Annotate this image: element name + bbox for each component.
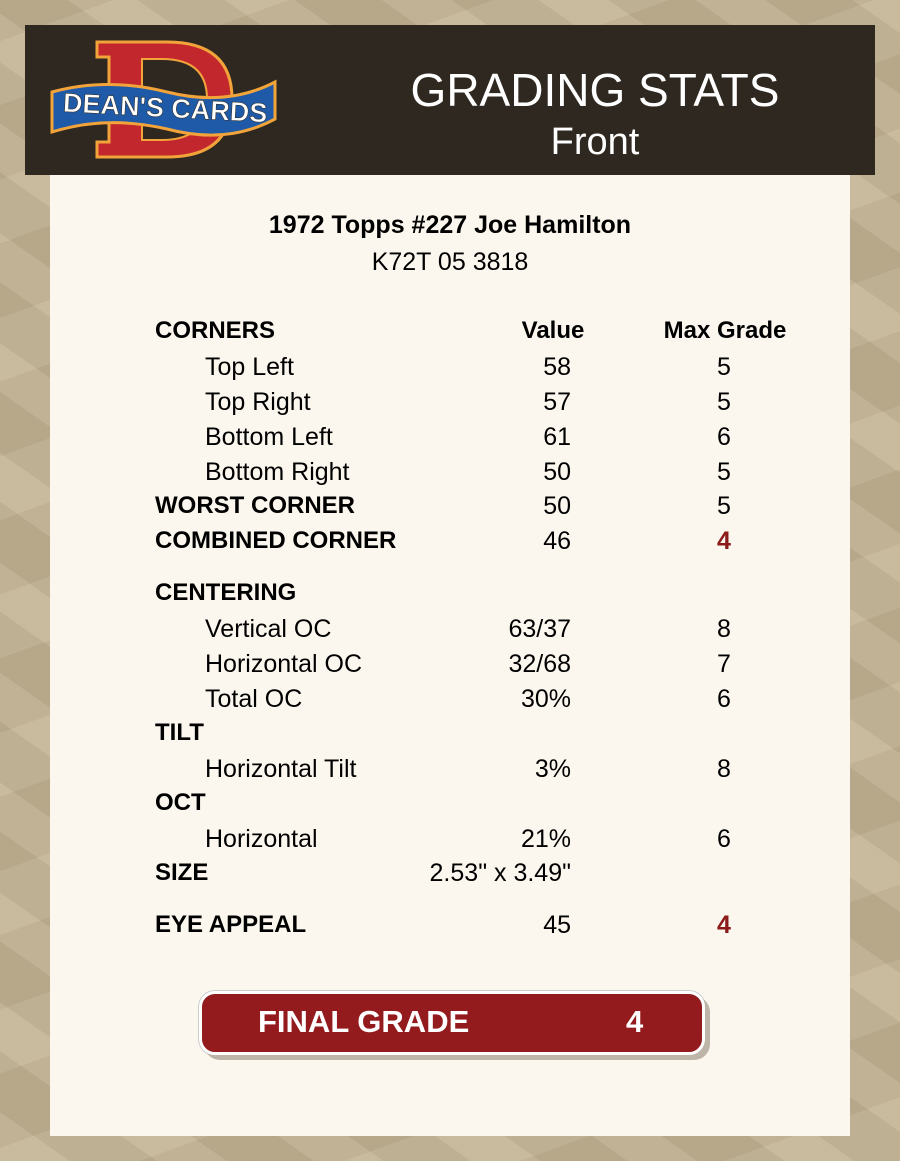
row-value: 46: [543, 527, 571, 555]
row-label: WORST CORNER: [155, 492, 355, 519]
final-grade-banner: FINAL GRADE 4: [199, 991, 705, 1055]
table-row: COMBINED CORNER 46 4: [0, 527, 900, 557]
row-value: 57: [543, 388, 571, 416]
row-max-grade: 7: [717, 650, 731, 678]
row-value: 50: [543, 492, 571, 520]
table-row: Vertical OC 63/37 8: [0, 615, 900, 645]
table-row: SIZE 2.53" x 3.49": [0, 859, 900, 889]
stats-panel: [50, 170, 850, 1136]
row-max-grade: 6: [717, 825, 731, 853]
row-value: 45: [543, 911, 571, 939]
row-max-grade: 4: [717, 527, 731, 555]
row-max-grade: 5: [717, 388, 731, 416]
row-max-grade: 8: [717, 615, 731, 643]
table-row: Horizontal OC 32/68 7: [0, 650, 900, 680]
row-value: 63/37: [508, 615, 571, 643]
final-grade-label: FINAL GRADE: [258, 1004, 470, 1039]
table-row: Bottom Left 61 6: [0, 423, 900, 453]
section-label: CENTERING: [155, 579, 297, 606]
row-label: Top Left: [205, 353, 294, 381]
table-row: Horizontal 21% 6: [0, 825, 900, 855]
page-title: GRADING STATS: [410, 64, 780, 116]
value-column-header: Value: [521, 317, 585, 344]
table-row: Top Left 58 5: [0, 353, 900, 383]
row-max-grade: 8: [717, 755, 731, 783]
row-max-grade: 6: [717, 685, 731, 713]
row-max-grade: 5: [717, 353, 731, 381]
row-label: Bottom Right: [205, 458, 350, 486]
row-label: Horizontal OC: [205, 650, 362, 678]
row-value: 58: [543, 353, 571, 381]
table-row: WORST CORNER 50 5: [0, 492, 900, 522]
row-value: 3%: [534, 755, 571, 783]
row-max-grade: 5: [717, 458, 731, 486]
table-row: Top Right 57 5: [0, 388, 900, 418]
row-label: Total OC: [205, 685, 303, 713]
row-max-grade: 6: [717, 423, 731, 451]
section-header: OCT: [0, 789, 900, 819]
card-name: 1972 Topps #227 Joe Hamilton: [268, 211, 632, 239]
section-header: TILT: [0, 719, 900, 749]
row-label: Vertical OC: [205, 615, 332, 643]
table-header: CORNERS Value Max Grade: [0, 317, 900, 347]
section-label: OCT: [155, 789, 206, 816]
max-grade-column-header: Max Grade: [663, 317, 787, 344]
row-label: Horizontal Tilt: [205, 755, 357, 783]
section-header: CENTERING: [0, 579, 900, 609]
table-row: Bottom Right 50 5: [0, 458, 900, 488]
row-label: EYE APPEAL: [155, 911, 307, 938]
deans-cards-logo: DEAN'S CARDS: [50, 40, 277, 159]
row-label: Horizontal: [205, 825, 318, 853]
row-label: COMBINED CORNER: [155, 527, 397, 554]
row-label: Bottom Left: [205, 423, 333, 451]
row-max-grade: 4: [717, 911, 731, 939]
row-label: Top Right: [205, 388, 311, 416]
table-row: EYE APPEAL 45 4: [0, 911, 900, 941]
row-max-grade: 5: [717, 492, 731, 520]
row-value: 61: [543, 423, 571, 451]
final-grade-value: 4: [626, 1004, 644, 1039]
row-value: 2.53" x 3.49": [429, 859, 571, 887]
row-label: SIZE: [155, 859, 209, 886]
table-row: Horizontal Tilt 3% 8: [0, 755, 900, 785]
row-value: 30%: [520, 685, 571, 713]
section-label: TILT: [155, 719, 204, 746]
row-value: 32/68: [508, 650, 571, 678]
section-label: CORNERS: [155, 317, 276, 344]
header: DEAN'S CARDS GRADING STATS Front: [25, 25, 875, 175]
page-subtitle: Front: [550, 121, 640, 163]
table-row: Total OC 30% 6: [0, 685, 900, 715]
row-value: 50: [543, 458, 571, 486]
card-code: K72T 05 3818: [371, 248, 529, 276]
row-value: 21%: [520, 825, 571, 853]
